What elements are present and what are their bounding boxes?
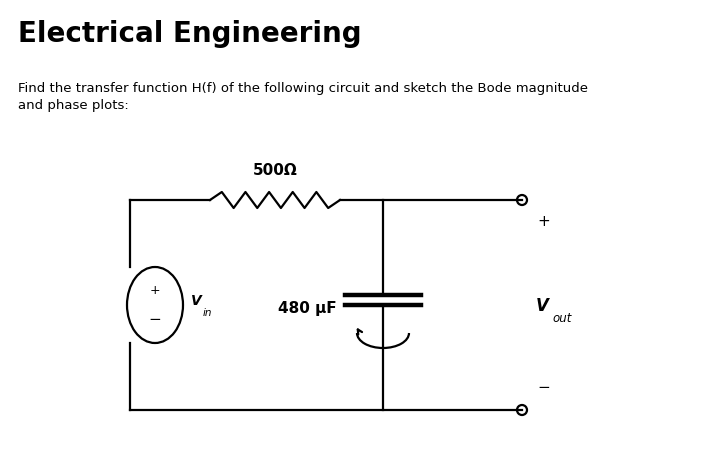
Text: V: V (536, 297, 549, 315)
Text: 480 μF: 480 μF (279, 300, 337, 315)
Text: Find the transfer function H(f) of the following circuit and sketch the Bode mag: Find the transfer function H(f) of the f… (18, 82, 588, 112)
Text: in: in (203, 308, 212, 318)
Text: out: out (552, 313, 572, 325)
Text: 500Ω: 500Ω (253, 163, 297, 178)
Circle shape (517, 405, 527, 415)
Text: Electrical Engineering: Electrical Engineering (18, 20, 361, 48)
Circle shape (517, 195, 527, 205)
Text: V: V (191, 294, 202, 308)
Text: +: + (537, 214, 550, 230)
Text: +: + (150, 284, 161, 298)
Text: −: − (148, 313, 161, 327)
Text: −: − (537, 381, 550, 395)
